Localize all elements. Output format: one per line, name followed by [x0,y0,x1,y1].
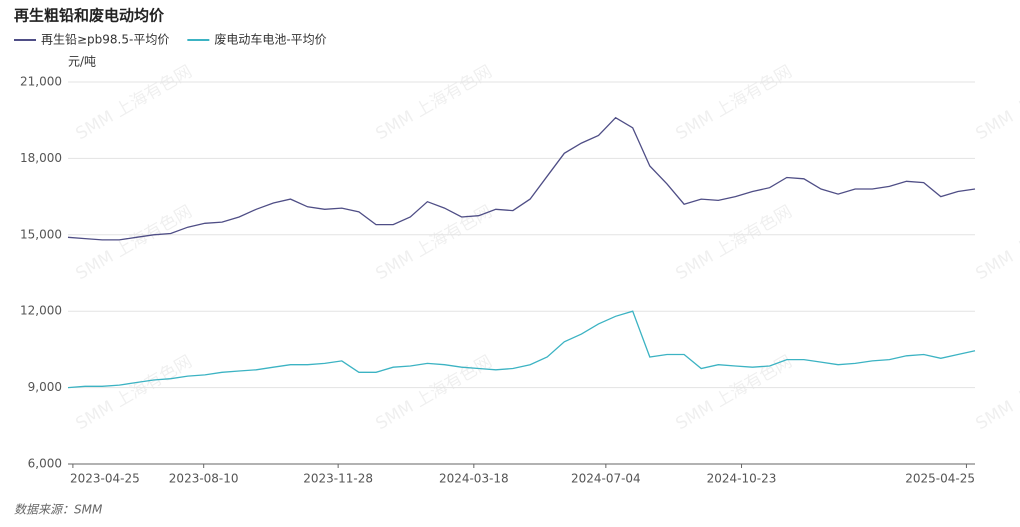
legend-label: 废电动车电池-平均价 [214,32,326,47]
chart-title: 再生粗铅和废电动均价 [14,7,165,25]
y-tick-label: 21,000 [20,75,62,89]
source: 数据来源：SMM [14,503,103,517]
watermark: SMM 上海有色网 [73,352,196,435]
y-unit: 元/吨 [68,55,96,69]
watermark: SMM 上海有色网 [673,62,796,145]
watermark: SMM 上海有色网 [673,202,796,285]
y-tick-label: 6,000 [28,457,62,471]
x-tick-label: 2023-04-25 [70,472,140,486]
watermark: SMM 上海有色网 [373,202,496,285]
x-tick-label: 2024-03-18 [439,472,509,486]
watermark: SMM 上海有色网 [373,62,496,145]
y-tick-label: 9,000 [28,380,62,394]
x-tick-label: 2025-04-25 [905,472,975,486]
x-tick-label: 2023-11-28 [303,472,373,486]
watermark: SMM 上海有色网 [973,202,1020,285]
x-tick-label: 2024-07-04 [571,472,641,486]
series-line [68,118,975,240]
y-tick-label: 12,000 [20,304,62,318]
x-tick-label: 2024-10-23 [707,472,777,486]
watermark: SMM 上海有色网 [973,352,1020,435]
y-tick-label: 18,000 [20,151,62,165]
watermark: SMM 上海有色网 [973,62,1020,145]
series-line [68,311,975,387]
watermark: SMM 上海有色网 [73,202,196,285]
x-tick-label: 2023-08-10 [169,472,239,486]
watermark: SMM 上海有色网 [73,62,196,145]
y-tick-label: 15,000 [20,227,62,241]
watermark: SMM 上海有色网 [673,352,796,435]
legend-label: 再生铅≥pb98.5-平均价 [41,33,169,47]
